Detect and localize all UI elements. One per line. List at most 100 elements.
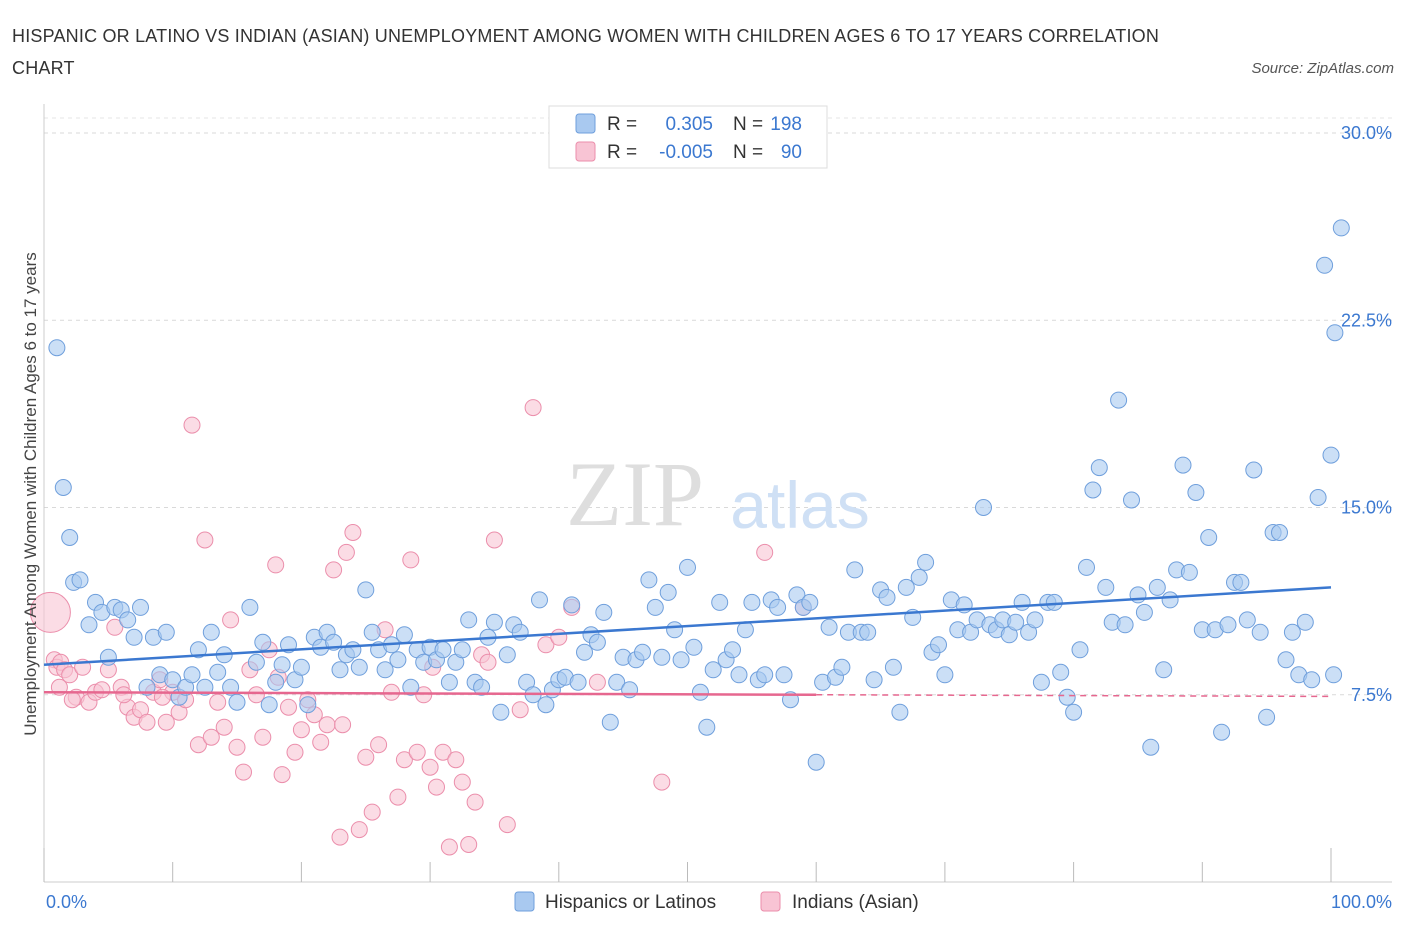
hispanic-point-97 bbox=[679, 558, 696, 576]
hispanic-point-31 bbox=[254, 633, 272, 651]
hispanic-point-17 bbox=[157, 623, 175, 641]
hispanic-point-22 bbox=[189, 641, 207, 659]
indian-point-12 bbox=[106, 618, 124, 636]
hispanic-point-196 bbox=[1316, 256, 1334, 274]
hispanic-point-75 bbox=[537, 696, 555, 714]
hispanic-point-123 bbox=[846, 561, 864, 579]
indian-point-31 bbox=[228, 738, 246, 756]
hispanic-point-52 bbox=[389, 651, 407, 669]
hispanic-point-90 bbox=[634, 643, 651, 661]
trend-lines bbox=[43, 586, 1332, 698]
hispanic-point-84 bbox=[595, 603, 613, 621]
hispanic-point-93 bbox=[653, 648, 671, 666]
bottom-legend-label-pink: Indians (Asian) bbox=[792, 892, 919, 913]
hispanic-point-197 bbox=[1322, 446, 1340, 464]
hispanic-point-12 bbox=[125, 628, 143, 646]
hispanic-point-48 bbox=[363, 623, 381, 641]
indian-point-84 bbox=[115, 686, 133, 704]
hispanic-point-53 bbox=[395, 626, 413, 644]
hispanic-point-104 bbox=[724, 641, 741, 659]
y-axis-label: Unemployment Among Women with Children A… bbox=[21, 252, 40, 736]
hispanic-point-186 bbox=[1251, 623, 1269, 641]
hispanic-point-126 bbox=[865, 671, 883, 689]
hispanic-point-105 bbox=[730, 666, 748, 684]
indian-point-56 bbox=[389, 788, 407, 806]
hispanic-point-151 bbox=[1026, 611, 1044, 629]
indian-point-35 bbox=[254, 728, 272, 746]
hispanic-point-21 bbox=[183, 666, 201, 684]
legend-r-label-pink: R = bbox=[607, 142, 637, 163]
hispanic-point-34 bbox=[273, 656, 291, 674]
legend-r-label-blue: R = bbox=[607, 114, 637, 135]
hispanic-point-164 bbox=[1110, 391, 1128, 409]
legend-n-value-pink: 90 bbox=[781, 142, 802, 163]
indian-point-30 bbox=[222, 611, 240, 629]
hispanic-point-155 bbox=[1052, 663, 1070, 681]
indian-point-24 bbox=[183, 416, 201, 434]
hispanic-point-176 bbox=[1187, 484, 1205, 501]
watermark-atlas: atlas bbox=[730, 468, 869, 542]
legend-box: R = 0.305 N = 198 R = -0.005 N = 90 bbox=[548, 105, 828, 169]
hispanic-point-111 bbox=[769, 598, 787, 616]
indian-point-50 bbox=[350, 821, 368, 839]
hispanic-point-85 bbox=[601, 713, 619, 731]
hispanic-point-158 bbox=[1071, 641, 1089, 659]
hispanic-point-65 bbox=[473, 678, 491, 696]
hispanic-point-99 bbox=[691, 683, 709, 701]
hispanic-point-156 bbox=[1058, 688, 1076, 706]
hispanic-point-184 bbox=[1238, 611, 1256, 629]
indian-point-79 bbox=[653, 773, 671, 791]
indian-point-45 bbox=[318, 716, 336, 734]
indian-point-27 bbox=[202, 728, 220, 746]
watermark-zip: ZIP bbox=[566, 443, 704, 545]
legend-n-label-pink: N = bbox=[733, 142, 763, 163]
indian-point-70 bbox=[479, 653, 497, 671]
hispanic-point-81 bbox=[576, 643, 593, 661]
y-tick-label-3: 30.0% bbox=[1341, 123, 1392, 143]
hispanic-point-170 bbox=[1148, 578, 1166, 596]
hispanic-point-178 bbox=[1200, 529, 1218, 546]
hispanic-point-149 bbox=[1013, 593, 1031, 611]
hispanic-point-0 bbox=[48, 339, 66, 357]
hispanic-point-180 bbox=[1213, 723, 1231, 741]
hispanic-point-91 bbox=[640, 571, 658, 589]
indian-point-60 bbox=[415, 686, 433, 704]
hispanic-point-189 bbox=[1271, 524, 1288, 541]
hispanic-point-95 bbox=[666, 621, 684, 639]
indian-point-65 bbox=[447, 751, 465, 769]
hispanic-point-13 bbox=[132, 598, 149, 616]
hispanic-point-152 bbox=[1032, 673, 1050, 691]
hispanic-point-154 bbox=[1045, 593, 1063, 611]
hispanic-point-131 bbox=[897, 578, 915, 596]
hispanic-point-190 bbox=[1277, 651, 1295, 669]
hispanic-point-157 bbox=[1065, 703, 1083, 721]
hispanic-point-130 bbox=[891, 703, 909, 721]
hispanic-point-106 bbox=[736, 621, 754, 639]
hispanic-point-23 bbox=[196, 678, 214, 696]
hispanic-point-137 bbox=[936, 666, 954, 684]
indian-point-64 bbox=[440, 838, 458, 856]
hispanic-point-32 bbox=[260, 696, 278, 714]
hispanic-point-112 bbox=[775, 666, 793, 684]
hispanic-point-68 bbox=[492, 703, 510, 721]
hispanic-point-62 bbox=[453, 641, 471, 659]
indian-point-83 bbox=[63, 691, 81, 709]
hispanic-point-100 bbox=[698, 718, 716, 736]
tick-labels: 7.5% 15.0% 22.5% 30.0% 0.0% 100.0% bbox=[46, 123, 1392, 912]
hispanic-point-117 bbox=[807, 753, 825, 771]
indian-point-46 bbox=[325, 561, 343, 579]
hispanic-point-28 bbox=[228, 693, 246, 711]
hispanic-point-174 bbox=[1174, 456, 1192, 474]
hispanic-point-2 bbox=[61, 529, 79, 546]
indian-point-40 bbox=[286, 743, 304, 761]
hispanic-point-168 bbox=[1135, 603, 1153, 621]
hispanic-point-83 bbox=[588, 633, 606, 651]
hispanic-point-107 bbox=[743, 593, 761, 611]
hispanic-point-14 bbox=[138, 678, 156, 696]
hispanic-point-125 bbox=[859, 623, 877, 641]
hispanic-point-171 bbox=[1155, 661, 1173, 679]
indian-point-53 bbox=[370, 736, 388, 754]
indian-point-74 bbox=[524, 399, 542, 417]
hispanic-point-27 bbox=[222, 678, 240, 696]
